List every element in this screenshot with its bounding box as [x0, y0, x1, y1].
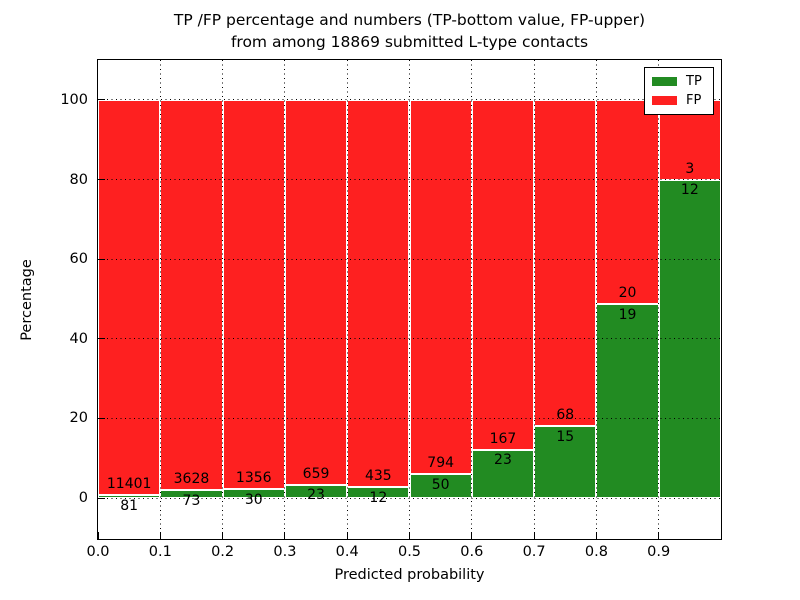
x-tick-label: 0.0 — [86, 544, 110, 560]
legend-swatch-fp — [652, 96, 677, 105]
gridline-vertical — [159, 60, 161, 539]
x-tick-mark — [159, 532, 161, 539]
x-tick-label: 0.4 — [335, 544, 359, 560]
bar-segment-tp — [534, 426, 597, 498]
x-tick-label: 0.7 — [522, 544, 546, 560]
y-tick-mark — [98, 99, 105, 101]
y-tick-label: 60 — [69, 251, 88, 268]
tp-count-label: 73 — [182, 492, 201, 509]
fp-count-label: 3628 — [173, 471, 210, 488]
bar-segment-fp — [284, 99, 348, 485]
y-axis-label: Percentage — [19, 259, 35, 341]
y-tick-mark — [98, 497, 105, 499]
gridline-horizontal — [98, 497, 721, 499]
fp-count-label: 794 — [427, 455, 455, 472]
gridline-vertical — [222, 60, 224, 539]
x-tick-mark — [658, 532, 660, 539]
x-tick-label: 0.8 — [584, 544, 608, 560]
fp-count-label: 659 — [302, 465, 330, 482]
fp-count-label: 435 — [364, 468, 392, 485]
x-tick-mark — [346, 532, 348, 539]
fp-count-label: 20 — [618, 285, 637, 302]
fp-count-label: 1356 — [235, 470, 272, 487]
chart-title: TP /FP percentage and numbers (TP-bottom… — [98, 9, 721, 53]
x-tick-mark — [471, 532, 473, 539]
legend-label-fp: FP — [686, 93, 702, 108]
bar-segment-fp — [222, 99, 285, 490]
bar-segment-fp — [347, 99, 410, 488]
gridline-horizontal — [98, 99, 721, 101]
y-tick-mark — [98, 338, 105, 340]
gridline-horizontal — [98, 417, 721, 419]
legend-swatch-tp — [652, 77, 677, 86]
x-tick-mark — [409, 532, 410, 539]
tp-count-label: 12 — [369, 489, 388, 506]
fp-count-label: 3 — [685, 160, 695, 177]
y-tick-label: 20 — [69, 410, 88, 427]
gridline-vertical — [658, 60, 660, 539]
tp-count-label: 23 — [494, 452, 512, 469]
bar-segment-tp — [596, 304, 659, 498]
chart-title-line2: from among 18869 submitted L-type contac… — [230, 33, 589, 51]
bar-segment-fp — [534, 99, 597, 427]
gridline-vertical — [346, 60, 348, 539]
tp-count-label: 23 — [307, 487, 325, 504]
x-tick-label: 0.1 — [148, 544, 172, 560]
x-tick-mark — [222, 532, 224, 539]
tp-count-label: 30 — [244, 491, 263, 508]
tp-count-label: 15 — [556, 428, 575, 445]
bar-segment-tp — [347, 487, 410, 498]
fp-count-label: 68 — [556, 407, 575, 424]
y-tick-label: 80 — [69, 171, 88, 188]
bar-segment-fp — [596, 99, 659, 305]
x-tick-label: 0.6 — [460, 544, 484, 560]
legend-entry-tp: TP — [652, 72, 706, 91]
x-tick-mark — [533, 532, 535, 539]
legend: TP FP — [644, 67, 714, 115]
x-tick-mark — [284, 532, 286, 539]
gridline-vertical — [284, 60, 286, 539]
y-tick-label: 100 — [60, 91, 88, 108]
legend-label-tp: TP — [686, 74, 702, 89]
bar-segment-fp — [98, 99, 161, 496]
gridline-vertical — [533, 60, 535, 539]
bar-segment-tp — [284, 484, 348, 498]
x-tick-label: 0.2 — [211, 544, 235, 560]
bar-segment-tp — [160, 490, 223, 498]
gridline-vertical — [595, 60, 597, 539]
x-tick-label: 0.5 — [397, 544, 422, 560]
y-tick-mark — [98, 417, 105, 419]
x-tick-label: 0.9 — [647, 544, 671, 560]
fp-count-label: 11401 — [106, 476, 152, 493]
bar-segment-tp — [471, 449, 535, 498]
bar-segment-fp — [471, 99, 535, 450]
gridline-horizontal — [98, 338, 721, 340]
gridline-vertical — [471, 60, 473, 539]
x-tick-mark — [595, 532, 597, 539]
tp-count-label: 19 — [618, 306, 637, 323]
bar-segment-fp — [160, 99, 223, 491]
tp-count-label: 12 — [680, 182, 699, 199]
fp-count-label: 167 — [489, 430, 517, 447]
bar-segment-fp — [409, 99, 472, 475]
gridline-vertical — [409, 60, 410, 539]
chart-title-line1: TP /FP percentage and numbers (TP-bottom… — [173, 11, 646, 29]
legend-entry-fp: FP — [652, 91, 706, 110]
gridline-horizontal — [98, 258, 721, 260]
y-tick-mark — [98, 258, 105, 260]
gridline-horizontal — [98, 179, 721, 181]
y-tick-label: 0 — [78, 490, 88, 506]
tp-count-label: 81 — [120, 497, 139, 514]
tp-count-label: 50 — [431, 476, 450, 493]
y-tick-mark — [98, 179, 105, 181]
x-tick-mark — [97, 532, 99, 539]
x-tick-label: 0.3 — [273, 544, 297, 560]
x-axis-label: Predicted probability — [334, 567, 485, 583]
y-tick-label: 40 — [69, 330, 88, 347]
